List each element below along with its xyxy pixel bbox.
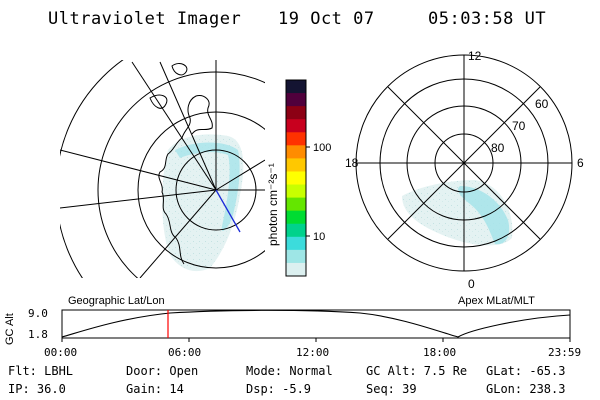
glat-value: GLat: -65.3 — [486, 364, 566, 378]
meridian — [215, 159, 265, 191]
meridian — [60, 149, 217, 191]
mlat-label-70: 70 — [512, 119, 526, 133]
colorbar-segment — [286, 93, 306, 107]
mlat-label-60: 60 — [535, 97, 549, 111]
timeline-frame — [61, 309, 571, 339]
gc-alt-axis-label: GC Alt — [4, 313, 16, 345]
colorbar-segment — [286, 262, 306, 277]
colorbar-frame — [285, 79, 307, 277]
gain-value: Gain: 14 — [126, 382, 184, 396]
meridian — [159, 61, 217, 191]
colorbar-tick-10: 10 — [313, 231, 325, 243]
glon-value: GLon: 238.3 — [486, 382, 566, 396]
coastline — [149, 63, 213, 265]
altitude-curve — [61, 309, 571, 338]
x-tick-1200: 12:00 — [296, 346, 330, 359]
instrument-title: Ultraviolet Imager — [48, 9, 242, 29]
aurora-arc-polar — [458, 186, 510, 245]
y-tick-1-8: 1.8 — [28, 328, 48, 341]
geographic-label: Geographic Lat/Lon — [68, 295, 165, 307]
apex-label: Apex MLat/MLT — [458, 295, 535, 307]
ip-value: IP: 36.0 — [8, 382, 66, 396]
altitude-timeline — [61, 309, 571, 342]
mlt-label-0: 0 — [468, 277, 475, 291]
gc-alt-value: GC Alt: 7.5 Re — [366, 364, 468, 378]
mlt-label-12: 12 — [468, 49, 482, 63]
observation-date: 19 Oct 07 — [278, 9, 375, 29]
colorbar-units: photon cm⁻²s⁻¹ — [266, 163, 280, 246]
colorbar-segment — [286, 171, 306, 186]
aurora-arc-geo — [175, 142, 240, 231]
x-tick-2359: 23:59 — [548, 346, 582, 359]
meridian — [60, 189, 217, 209]
colorbar-tick-100: 100 — [313, 142, 331, 154]
colorbar-segment — [286, 80, 306, 94]
y-tick-9: 9.0 — [28, 307, 48, 320]
meridian — [139, 189, 217, 278]
geographic-map — [60, 60, 265, 278]
x-tick-1800: 18:00 — [423, 346, 457, 359]
colorbar-segment — [286, 184, 306, 199]
colorbar-segment — [286, 210, 306, 225]
mode-value: Mode: Normal — [246, 364, 333, 378]
dipole-meridian — [215, 189, 241, 233]
filter-value: Flt: LBHL — [8, 364, 74, 378]
mlat-label-80: 80 — [491, 141, 505, 155]
colorbar-segment — [286, 197, 306, 212]
mlt-label-18: 18 — [345, 156, 359, 170]
door-value: Door: Open — [126, 364, 199, 378]
colorbar-segment — [286, 119, 306, 133]
colorbar-segment — [286, 158, 306, 172]
meridian — [131, 61, 217, 191]
polar-mlt-line — [387, 86, 541, 240]
colorbar-segment — [286, 106, 306, 120]
mlt-label-6: 6 — [577, 156, 584, 170]
seq-value: Seq: 39 — [366, 382, 417, 396]
polar-plot: 12 18 6 0 60 70 80 — [345, 49, 584, 291]
colorbar-segment — [286, 249, 306, 264]
x-tick-0000: 00:00 — [44, 346, 78, 359]
colorbar-segment — [286, 236, 306, 251]
dsp-value: Dsp: -5.9 — [246, 382, 312, 396]
colorbar — [286, 80, 306, 277]
x-tick-0600: 06:00 — [168, 346, 202, 359]
colorbar-segment — [286, 223, 306, 238]
observation-time: 05:03:58 UT — [428, 9, 547, 29]
colorbar-segment — [286, 145, 306, 159]
colorbar-segment — [286, 132, 306, 146]
